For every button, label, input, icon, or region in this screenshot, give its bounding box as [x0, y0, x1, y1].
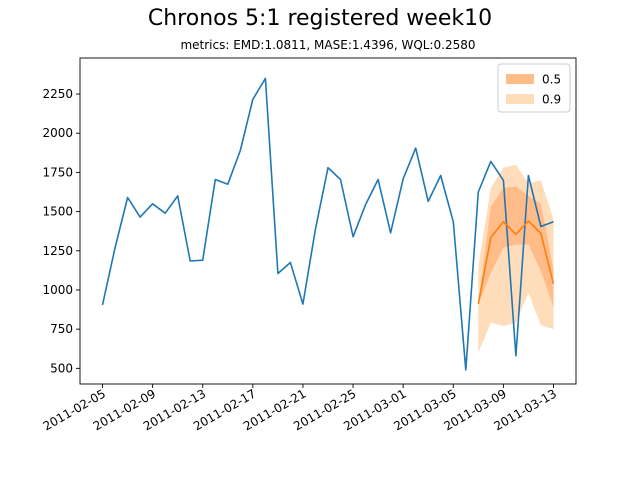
y-tick-label: 1000: [42, 283, 73, 297]
legend: 0.50.9: [497, 63, 571, 113]
y-tick-label: 500: [50, 361, 73, 375]
y-tick-label: 750: [50, 322, 73, 336]
plot-frame: [79, 57, 577, 385]
chart-title: Chronos 5:1 registered week10: [147, 6, 493, 31]
legend-label-0-9: 0.9: [542, 93, 561, 107]
legend-swatch-0-9: [506, 94, 534, 104]
y-tick-label: 1250: [42, 244, 73, 258]
y-tick-label: 1500: [42, 205, 73, 219]
band-0-5: [478, 186, 554, 308]
legend-label-0-5: 0.5: [542, 73, 561, 87]
y-tick-label: 2000: [42, 126, 73, 140]
y-tick-label: 2250: [42, 87, 73, 101]
y-tick-label: 1750: [42, 165, 73, 179]
chart-subtitle: metrics: EMD:1.0811, MASE:1.4396, WQL:0.…: [180, 38, 476, 52]
forecast-median-line: [477, 220, 555, 305]
forecast-bands: [478, 164, 554, 353]
history-series-line: [101, 77, 554, 371]
legend-swatch-0-5: [506, 74, 534, 84]
series-lines: [101, 77, 555, 371]
